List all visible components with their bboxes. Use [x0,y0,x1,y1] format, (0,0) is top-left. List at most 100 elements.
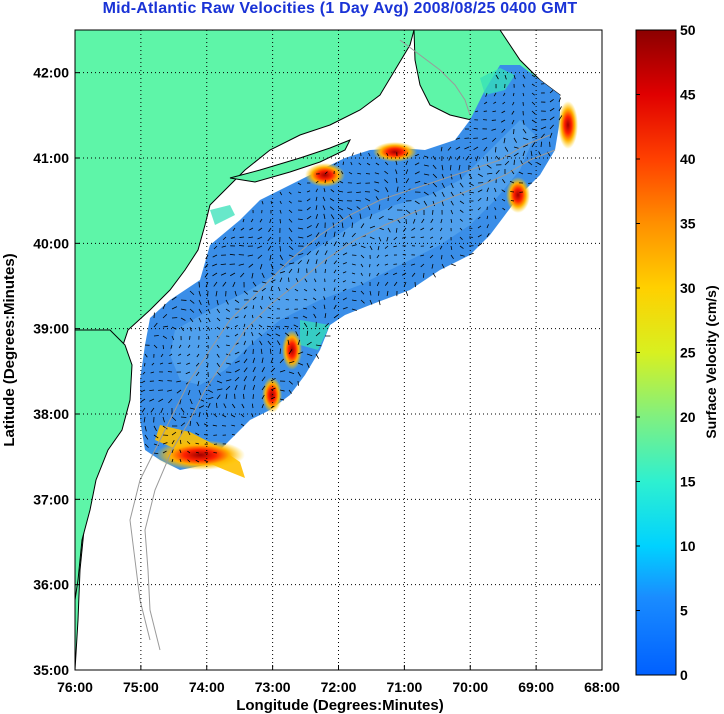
velocity-arrow [340,171,344,175]
velocity-arrow [315,213,318,220]
velocity-arrow [393,245,398,248]
velocity-arrow [238,263,245,266]
velocity-arrow [342,231,346,238]
velocity-arrow [323,213,326,220]
velocity-arrow [414,180,421,184]
velocity-arrow [261,287,266,292]
velocity-arrow [261,357,264,364]
velocity-arrow [144,425,147,432]
velocity-arrow [288,349,293,355]
velocity-arrow [441,173,445,180]
velocity-arrow [243,340,246,346]
velocity-arrow [149,389,155,392]
velocity-arrow [540,126,547,130]
velocity-arrow [486,215,489,220]
velocity-arrow [315,180,319,184]
velocity-arrow [458,164,461,171]
velocity-arrow [324,231,327,238]
velocity-arrow [491,137,497,142]
velocity-arrow [350,161,353,166]
velocity-arrow [421,218,425,224]
velocity-arrow [420,236,425,239]
velocity-arrow [396,186,399,193]
velocity-arrow [377,153,380,157]
velocity-arrow [351,272,356,275]
velocity-arrow [333,287,336,292]
colorbar-label: Surface Velocity (cm/s) [703,285,719,438]
velocity-arrow [447,146,452,151]
velocity-arrow [144,443,149,448]
velocity-arrow [333,162,338,166]
velocity-arrow [169,353,173,357]
velocity-arrow [252,366,256,373]
velocity-arrow [259,305,263,310]
velocity-arrow [207,317,211,323]
velocity-arrow [243,332,246,337]
velocity-arrow [216,353,220,358]
velocity-arrow [531,101,536,106]
velocity-arrow [501,128,506,133]
x-tick-label-0: 76:00 [57,679,93,695]
velocity-arrow [234,376,240,382]
velocity-arrow [297,362,304,366]
velocity-arrow [158,398,164,402]
velocity-arrow [358,162,362,166]
velocity-arrow [257,245,263,249]
velocity-arrow [429,254,434,259]
velocity-arrow [549,124,554,130]
velocity-arrow [412,218,416,224]
velocity-arrow [351,308,357,311]
velocity-arrow [385,161,389,166]
velocity-arrow [450,245,453,251]
y-axis-label: Latitude (Degrees:Minutes) [1,253,18,446]
velocity-arrow [360,299,365,304]
velocity-arrow [306,250,312,256]
velocity-arrow [495,155,500,161]
velocity-arrow [342,297,348,301]
velocity-arrow [522,119,525,125]
velocity-arrow [180,326,184,332]
velocity-arrow [266,333,272,337]
hotspot-cape-cod [558,101,578,149]
velocity-arrow [180,317,186,321]
velocity-arrow [333,295,336,301]
velocity-arrow [243,323,246,328]
velocity-arrow [501,110,506,114]
velocity-arrow [387,227,391,233]
velocity-arrow [549,89,554,94]
y-tick-label-0: 42:00 [33,65,69,81]
velocity-arrow [315,241,320,247]
velocity-arrow [216,388,223,391]
velocity-arrow [540,133,545,139]
velocity-arrow [189,398,193,405]
velocity-arrow [324,259,327,265]
velocity-arrow [386,290,389,296]
velocity-arrow [297,371,301,377]
velocity-arrow [360,245,366,249]
x-tick-label-2: 74:00 [189,679,225,695]
velocity-arrow [270,405,275,409]
velocity-arrow [240,272,245,278]
velocity-arrow [351,290,357,293]
velocity-arrow [225,308,230,312]
velocity-arrow [342,306,348,310]
velocity-arrow [234,333,239,337]
velocity-arrow [171,306,178,310]
velocity-arrow [513,137,517,143]
velocity-arrow [495,74,499,80]
colorbar-tick-label-4: 20 [680,409,696,425]
velocity-arrow [376,272,380,277]
velocity-arrow [477,164,481,171]
velocity-arrow [482,137,488,140]
velocity-arrow [492,110,497,113]
velocity-arrow [323,188,326,193]
velocity-arrow [243,384,246,391]
velocity-arrow [171,440,175,445]
velocity-arrow [270,279,276,283]
velocity-arrow [449,164,452,171]
velocity-arrow [216,308,220,314]
velocity-arrow [288,200,292,204]
velocity-arrow [324,322,330,328]
velocity-arrow [261,200,264,205]
velocity-arrow [270,263,274,270]
